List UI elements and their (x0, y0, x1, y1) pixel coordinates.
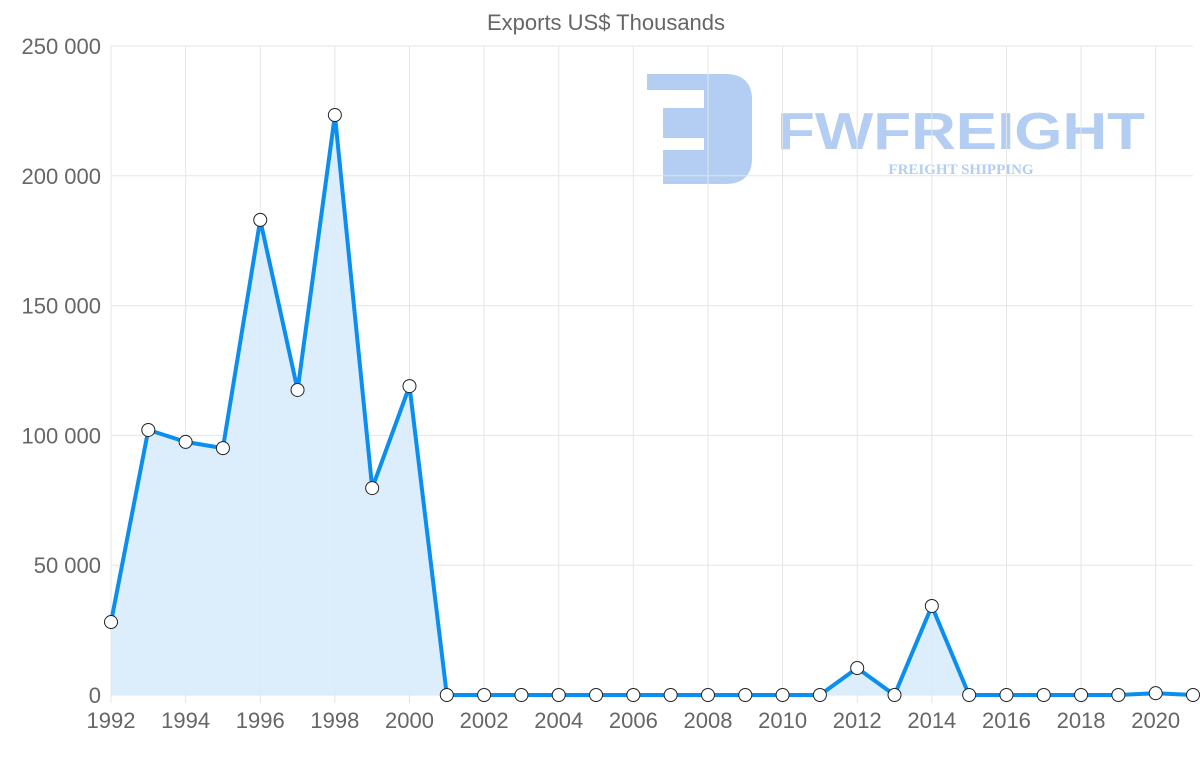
watermark-tagline: FREIGHT SHIPPING (888, 162, 1033, 178)
x-tick-label: 2004 (534, 708, 583, 733)
data-point-2014[interactable] (924, 598, 939, 613)
data-point-2009[interactable] (738, 688, 753, 702)
y-tick-label: 100 000 (21, 423, 101, 448)
data-point-2004[interactable] (551, 688, 566, 702)
y-tick-label: 200 000 (21, 164, 101, 189)
x-tick-label: 2006 (609, 708, 658, 733)
data-point-1993[interactable] (141, 422, 156, 437)
watermark-brand: FWFREIGHT (777, 103, 1145, 161)
x-tick-label: 2002 (460, 708, 509, 733)
data-point-2002[interactable] (477, 688, 492, 702)
data-point-2003[interactable] (514, 688, 529, 702)
data-point-2006[interactable] (626, 688, 641, 702)
x-tick-label: 2008 (683, 708, 732, 733)
x-tick-label: 1992 (87, 708, 136, 733)
x-tick-label: 2010 (758, 708, 807, 733)
x-tick-label: 2012 (833, 708, 882, 733)
data-point-2017[interactable] (1036, 688, 1051, 702)
x-tick-label: 2020 (1131, 708, 1180, 733)
data-point-2013[interactable] (887, 688, 902, 702)
data-point-2012[interactable] (850, 661, 865, 676)
data-point-2021[interactable] (1186, 688, 1200, 702)
series-area (111, 115, 1193, 696)
y-tick-label: 50 000 (34, 553, 101, 578)
x-tick-label: 2014 (907, 708, 956, 733)
data-point-2011[interactable] (812, 688, 827, 702)
y-tick-label: 250 000 (21, 34, 101, 59)
data-point-2020[interactable] (1148, 686, 1163, 701)
data-point-1996[interactable] (253, 212, 268, 227)
chart-title: Exports US$ Thousands (487, 10, 725, 35)
data-point-1997[interactable] (290, 382, 305, 397)
x-tick-label: 1998 (310, 708, 359, 733)
data-point-2007[interactable] (663, 688, 678, 702)
data-point-2005[interactable] (589, 688, 604, 702)
x-tick-label: 1994 (161, 708, 210, 733)
data-point-2008[interactable] (700, 688, 715, 702)
x-tick-label: 1996 (236, 708, 285, 733)
data-point-2016[interactable] (999, 688, 1014, 702)
data-point-1999[interactable] (365, 481, 380, 496)
fwfreight-watermark: FWFREIGHT FREIGHT SHIPPING (647, 74, 1145, 184)
y-tick-label: 0 (89, 683, 101, 708)
data-point-2010[interactable] (775, 688, 790, 702)
x-tick-label: 2016 (982, 708, 1031, 733)
y-tick-label: 150 000 (21, 294, 101, 319)
data-point-2000[interactable] (402, 379, 417, 394)
data-point-1994[interactable] (178, 434, 193, 449)
data-point-2018[interactable] (1074, 688, 1089, 702)
fwfreight-logo-icon (647, 74, 752, 184)
data-point-2019[interactable] (1111, 688, 1126, 702)
data-point-1992[interactable] (104, 615, 118, 630)
x-tick-label: 2018 (1057, 708, 1106, 733)
data-point-1995[interactable] (215, 441, 230, 456)
x-tick-label: 2000 (385, 708, 434, 733)
data-point-1998[interactable] (327, 108, 342, 123)
data-point-2001[interactable] (439, 688, 454, 702)
data-point-2015[interactable] (962, 688, 977, 702)
